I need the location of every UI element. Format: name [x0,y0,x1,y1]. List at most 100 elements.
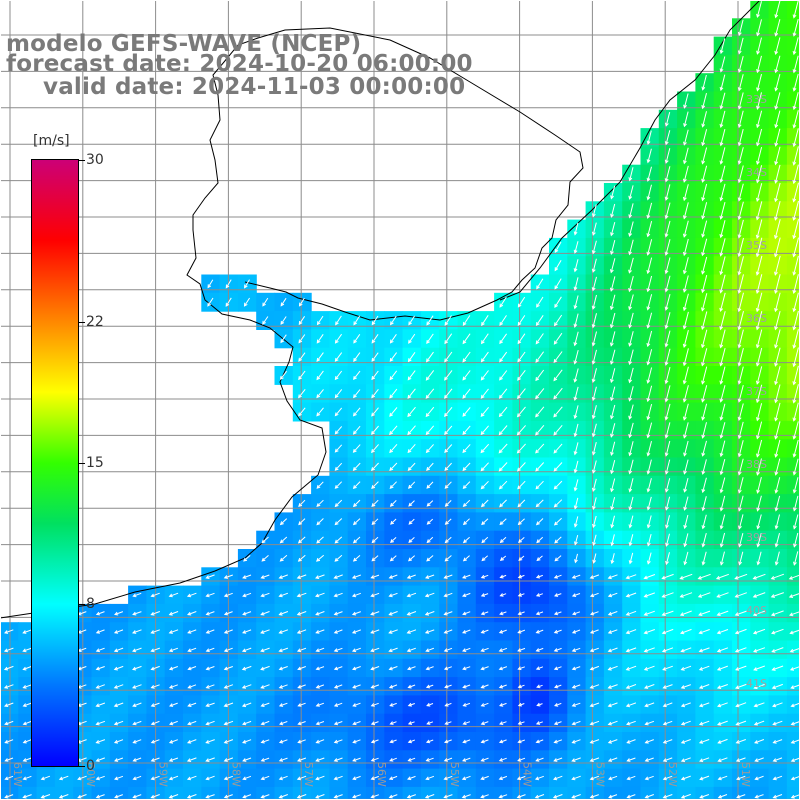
wind-arrow [589,775,600,781]
wind-arrow [132,665,142,671]
wind-arrow [132,720,142,726]
wind-arrow [518,537,525,543]
wind-arrow [443,647,453,652]
wind-arrow [697,592,711,598]
wind-arrow [756,439,763,458]
wind-arrow [571,739,581,744]
wind-arrow [738,495,744,512]
wind-arrow [646,148,652,164]
wind-arrow [316,499,324,508]
wind-arrow [370,629,380,634]
wind-arrow [443,794,453,799]
wind-arrow [737,19,744,37]
wind-arrow [296,592,307,598]
wind-arrow [646,330,653,348]
wind-arrow [77,794,87,799]
wind-arrow [535,333,544,345]
wind-arrow [444,351,453,363]
wind-arrow [150,629,160,634]
wind-arrow [774,347,781,367]
wind-arrow [535,629,544,634]
wind-arrow [754,775,764,781]
longitude-label: 56W [375,762,388,787]
wind-arrow [607,702,618,708]
wind-arrow [680,647,692,653]
wind-arrow [205,739,215,744]
wind-arrow [535,739,544,744]
wind-arrow [756,495,762,512]
wind-arrow [187,647,197,653]
wind-arrow [646,220,653,238]
wind-arrow [95,794,105,799]
wind-arrow [774,274,781,295]
wind-arrow [754,794,764,799]
wind-arrow [646,552,652,565]
wind-arrow [774,384,781,404]
wind-arrow [443,611,453,616]
wind-arrow [573,460,579,474]
wind-arrow [553,424,563,436]
wind-arrow [571,720,581,726]
wind-arrow [444,388,453,399]
wind-arrow [589,665,600,671]
wind-arrow [334,407,343,417]
wind-arrow [661,647,674,653]
wind-arrow [774,365,781,386]
wind-arrow [755,329,763,349]
wind-arrow [95,684,105,689]
wind-arrow [680,739,691,744]
wind-arrow [370,757,379,762]
forecast-date: forecast date: 2024-10-20 06:00:00 [6,51,473,77]
wind-arrow [755,292,763,313]
wind-arrow [628,552,634,565]
wind-arrow [755,384,763,404]
wind-arrow [462,757,471,762]
wind-arrow [553,611,562,616]
wind-arrow [664,148,671,164]
longitude-label: 52W [666,762,679,787]
wind-arrow [388,775,398,780]
colorbar-tick-label: 22 [86,313,104,330]
wind-arrow [242,629,252,634]
wind-arrow [737,458,744,476]
wind-arrow [407,443,416,454]
wind-arrow [316,315,324,326]
wind-arrow [701,348,708,367]
wind-arrow [792,18,799,37]
wind-arrow [223,629,233,634]
wind-arrow [701,422,707,439]
wind-arrow [680,702,691,708]
wind-arrow [389,407,398,417]
wind-arrow [462,721,471,725]
wind-arrow [643,574,656,580]
wind-arrow [753,647,766,653]
wind-arrow [789,611,800,617]
wind-arrow [755,183,763,203]
wind-arrow [241,665,252,671]
wind-arrow [480,666,489,671]
wind-arrow [755,366,763,385]
wind-arrow [444,518,452,525]
wind-arrow [333,666,343,671]
wind-arrow [462,425,471,435]
wind-arrow [150,592,160,598]
wind-arrow [788,574,800,580]
wind-arrow [719,201,726,220]
wind-arrow [223,720,234,726]
wind-arrow [498,462,508,472]
wind-arrow [425,739,434,744]
latitude-label: 34S [746,166,767,179]
wind-arrow [661,610,674,616]
wind-arrow [774,495,781,512]
wind-arrow [553,757,563,762]
wind-arrow [697,573,711,580]
wind-arrow [334,370,343,381]
wind-arrow [682,348,689,367]
wind-arrow [662,665,673,671]
wind-arrow [260,592,270,598]
wind-arrow [661,592,674,598]
wind-arrow [260,720,270,726]
wind-arrow [408,333,416,344]
wind-arrow [168,794,179,799]
wind-arrow [132,739,142,744]
